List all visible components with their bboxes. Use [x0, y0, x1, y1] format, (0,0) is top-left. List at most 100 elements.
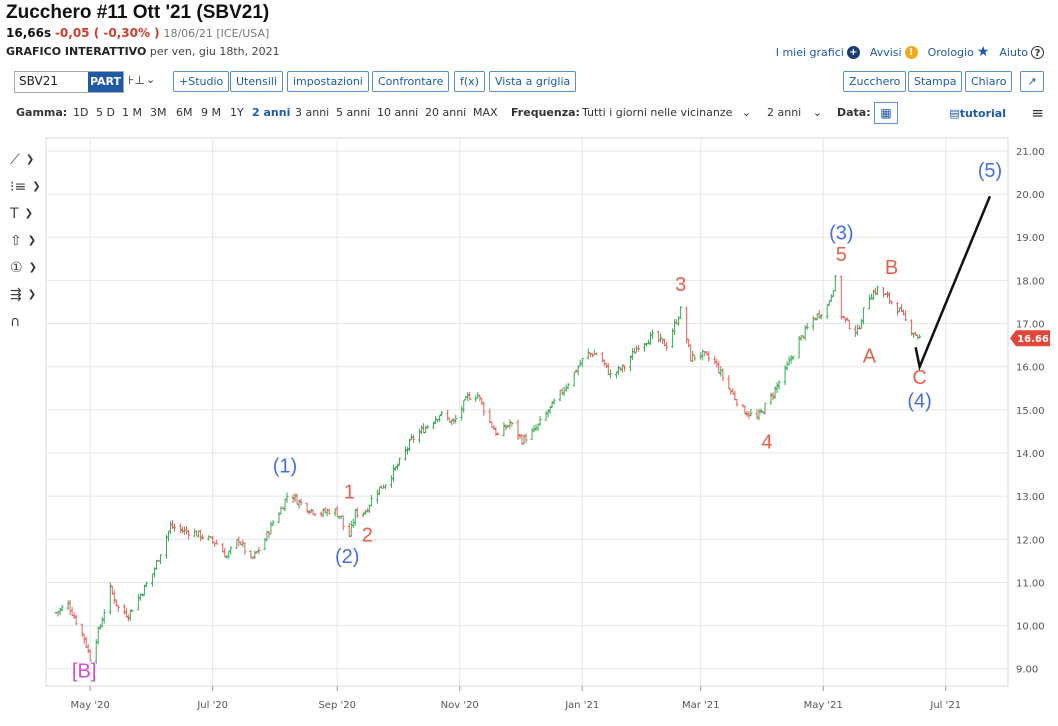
quote-meta: 18/06/21 [ICE/USA] [163, 27, 270, 40]
tutorial-label: tutorial [959, 107, 1006, 120]
alerts-label: Avvisi [869, 45, 902, 59]
part-badge: PART [87, 72, 123, 92]
range-1m[interactable]: 1 M [122, 106, 142, 119]
projection-line [914, 195, 992, 371]
menu-icon[interactable]: ≡ [1031, 104, 1044, 122]
chevron-down-icon[interactable]: ⌄ [146, 73, 156, 86]
range-2y[interactable]: 2 anni [252, 106, 291, 119]
chart-toolbar: SBV21 PART ⊦⊥ ⌄ +Studio Utensili imposta… [14, 71, 1044, 95]
trendline-icon: ⟋ [10, 151, 20, 168]
tools-button[interactable]: Utensili [230, 71, 284, 92]
compare-button[interactable]: Confrontare [372, 71, 450, 92]
my-charts-link[interactable]: I miei grafici + [776, 45, 860, 59]
grid-view-button[interactable]: Vista a griglia [489, 71, 577, 92]
print-button[interactable]: Stampa [908, 71, 963, 92]
frequency-select[interactable]: Tutti i giorni nelle vicinanze ⌄ [582, 106, 751, 119]
top-links: I miei grafici + Avvisi! Orologio ★ Aiuto? [776, 44, 1044, 60]
period-select[interactable]: 2 anni ⌄ [767, 106, 822, 119]
wave-label: 1 [344, 481, 355, 503]
expand-icon[interactable]: ↗ [1020, 71, 1044, 92]
y-tick-label: 10.00 [1016, 622, 1045, 633]
y-tick-label: 17.00 [1016, 320, 1045, 331]
fibonacci-tool[interactable]: ⁝≡ ❯ [10, 173, 46, 200]
last-price-label: 16.66 [1017, 334, 1049, 345]
y-tick-label: 20.00 [1016, 190, 1045, 201]
range-5y[interactable]: 5 anni [336, 106, 371, 119]
chevron-right-icon: ❯ [27, 235, 37, 246]
range-1d[interactable]: 1D [73, 106, 89, 119]
wave-label: C [912, 367, 926, 389]
y-tick-label: 16.00 [1016, 363, 1045, 374]
wave-label: (4) [907, 391, 931, 413]
range-max[interactable]: MAX [473, 106, 498, 119]
tutorial-link[interactable]: ▤tutorial [949, 107, 1006, 120]
wave-label: B [885, 257, 898, 279]
circled-one-icon: ① [10, 259, 23, 276]
range-bar: Gamma: 1D 5 D 1 M 3M 6M 9 M 1Y 2 anni 3 … [16, 102, 1044, 125]
fibonacci-icon: ⁝≡ [10, 178, 27, 195]
clock-link[interactable]: Orologio ★ [928, 44, 990, 60]
range-3y[interactable]: 3 anni [295, 106, 330, 119]
magnet-tool[interactable]: ∩ [10, 308, 46, 335]
alerts-link[interactable]: Avvisi! [869, 45, 918, 59]
x-tick-label: Jul '21 [929, 700, 961, 711]
date-label: Data: [837, 106, 871, 119]
text-icon: T [10, 205, 19, 222]
symbol-input[interactable]: SBV21 PART [14, 71, 124, 93]
calendar-icon[interactable]: ▦ [874, 102, 898, 124]
theme-button[interactable]: Chiaro [965, 71, 1013, 92]
settings-button[interactable]: impostazioni [287, 71, 369, 92]
chevron-right-icon: ❯ [28, 262, 37, 273]
chart-title: Zucchero #11 Ott '21 (SBV21) [6, 2, 270, 23]
sugar-button[interactable]: Zucchero [843, 71, 907, 92]
range-1y[interactable]: 1Y [230, 106, 244, 119]
pattern-tool[interactable]: ⇶ ❯ [10, 281, 46, 308]
y-tick-label: 14.00 [1016, 449, 1045, 460]
trendline-tool[interactable]: ⟋ ❯ [10, 146, 46, 173]
range-label: Gamma: [16, 106, 68, 119]
frequency-value: Tutti i giorni nelle vicinanze [582, 106, 733, 119]
help-link[interactable]: Aiuto? [999, 45, 1044, 59]
period-value: 2 anni [767, 106, 802, 119]
y-tick-label: 13.00 [1016, 492, 1045, 503]
y-tick-label: 11.00 [1016, 578, 1045, 589]
study-button[interactable]: +Studio [173, 71, 230, 92]
last-price-badge [1010, 330, 1050, 347]
wave-label: A [863, 345, 877, 367]
price-chart[interactable]: 21.0020.0019.0018.0017.0016.0015.0014.00… [0, 130, 1058, 726]
x-tick-label: Sep '20 [318, 700, 356, 711]
range-20y[interactable]: 20 anni [425, 106, 467, 119]
symbol-value: SBV21 [19, 74, 58, 88]
help-icon: ? [1031, 45, 1044, 59]
chart-subtitle: GRAFICO INTERATTIVO per ven, giu 18th, 2… [6, 45, 280, 58]
subtitle-date: per ven, giu 18th, 2021 [149, 45, 280, 58]
chevron-right-icon: ❯ [24, 208, 33, 219]
wave-label: 5 [836, 244, 847, 266]
pattern-icon: ⇶ [10, 286, 22, 303]
range-6m[interactable]: 6M [176, 106, 193, 119]
chevron-right-icon: ❯ [25, 154, 35, 165]
text-tool[interactable]: T ❯ [10, 200, 46, 227]
wave-label-tool[interactable]: ① ❯ [10, 254, 46, 281]
subtitle-bold: GRAFICO INTERATTIVO [6, 45, 147, 58]
plot-area [45, 137, 1009, 687]
chevron-down-icon: ⌄ [741, 106, 752, 119]
y-tick-label: 19.00 [1016, 233, 1045, 244]
range-5d[interactable]: 5 D [96, 106, 115, 119]
y-tick-label: 9.00 [1016, 665, 1038, 676]
wave-label: 4 [761, 432, 772, 454]
x-tick-label: May '21 [804, 700, 843, 711]
wave-label: (5) [978, 160, 1002, 182]
price-change: -0,05 ( -0,30% ) [54, 26, 160, 40]
range-10y[interactable]: 10 anni [377, 106, 419, 119]
fx-button[interactable]: f(x) [454, 71, 485, 92]
x-tick-label: Jan '21 [564, 700, 599, 711]
bar-type-icon[interactable]: ⊦⊥ [128, 73, 145, 87]
arrow-tool[interactable]: ⇧ ❯ [10, 227, 46, 254]
wave-label: 3 [675, 274, 686, 296]
range-9m[interactable]: 9 M [201, 106, 221, 119]
x-tick-label: Jul '20 [196, 700, 228, 711]
arrow-up-icon: ⇧ [10, 232, 22, 249]
range-3m[interactable]: 3M [150, 106, 167, 119]
wave-label: (2) [335, 546, 359, 568]
